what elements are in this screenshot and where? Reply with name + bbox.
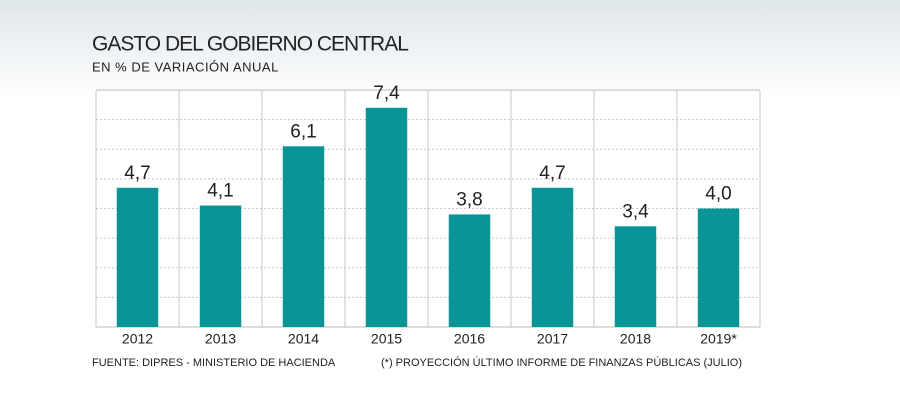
value-label: 4,0 (705, 184, 731, 205)
bar (282, 146, 325, 327)
x-tick-label: 2012 (122, 331, 153, 347)
value-label: 3,4 (622, 201, 649, 222)
x-tick-label: 2016 (454, 331, 485, 347)
bar (614, 226, 657, 327)
chart-subtitle: EN % DE VARIACIÓN ANUAL (92, 59, 279, 74)
x-tick-label: 2015 (371, 331, 402, 347)
x-tick-label: 2019* (700, 331, 737, 347)
x-tick-label: 2014 (288, 331, 319, 347)
value-label: 7,4 (373, 83, 400, 104)
source: FUENTE: DIPRES - MINISTERIO DE HACIENDA (92, 357, 336, 369)
value-label: 6,1 (290, 121, 316, 142)
bar (116, 187, 159, 327)
value-label: 4,7 (539, 163, 565, 184)
bar (448, 214, 491, 327)
note: (*) PROYECCIÓN ÚLTIMO INFORME DE FINANZA… (381, 356, 742, 369)
value-label: 4,7 (124, 163, 150, 184)
x-tick-label: 2018 (620, 331, 651, 347)
chart-title: GASTO DEL GOBIERNO CENTRAL (92, 33, 408, 56)
x-tick-label: 2017 (537, 331, 568, 347)
bar (199, 205, 242, 327)
bar (697, 208, 740, 327)
value-label: 3,8 (456, 189, 482, 210)
bar (531, 187, 574, 327)
x-tick-label: 2013 (205, 331, 236, 347)
value-label: 4,1 (207, 181, 233, 202)
bar (365, 107, 408, 328)
